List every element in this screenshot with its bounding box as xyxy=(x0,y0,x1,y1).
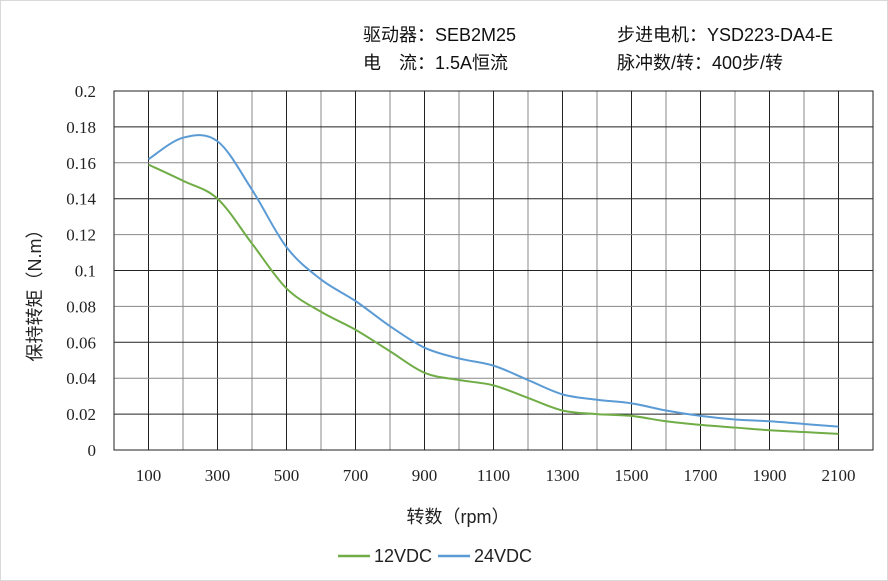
driver-label: 驱动器：SEB2M25 xyxy=(363,25,517,45)
x-tick-label: 1700 xyxy=(684,466,718,485)
y-tick-label: 0.18 xyxy=(66,118,96,137)
y-tick-label: 0.2 xyxy=(75,82,96,101)
x-tick-label: 300 xyxy=(205,466,231,485)
x-tick-label: 1500 xyxy=(615,466,649,485)
x-tick-label: 100 xyxy=(136,466,162,485)
y-tick-label: 0.14 xyxy=(66,190,96,209)
legend-label: 24VDC xyxy=(474,546,532,566)
x-tick-label: 1900 xyxy=(753,466,787,485)
y-tick-label: 0.08 xyxy=(66,297,96,316)
y-axis-label: 保持转矩（N.m） xyxy=(25,221,45,362)
x-tick-label: 1100 xyxy=(477,466,510,485)
y-tick-label: 0.1 xyxy=(75,262,96,281)
x-tick-label: 500 xyxy=(274,466,300,485)
series-line-12vdc xyxy=(148,163,839,435)
y-tick-label: 0.16 xyxy=(66,154,96,173)
plot-border xyxy=(113,90,874,451)
y-tick-label: 0 xyxy=(88,441,97,460)
x-tick-label: 900 xyxy=(412,466,438,485)
motor-label: 步进电机：YSD223-DA4-E xyxy=(617,25,834,45)
y-tick-label: 0.06 xyxy=(66,333,96,352)
x-tick-label: 2100 xyxy=(822,466,856,485)
current-label: 电 流：1.5A恒流 xyxy=(363,53,509,73)
x-tick-label: 1300 xyxy=(546,466,580,485)
series-line-24vdc xyxy=(147,134,839,428)
y-tick-label: 0.04 xyxy=(66,369,96,388)
pulses-label: 脉冲数/转：400步/转 xyxy=(617,53,784,73)
x-tick-label: 700 xyxy=(343,466,369,485)
legend-label: 12VDC xyxy=(374,546,432,566)
x-axis-label: 转数（rpm） xyxy=(407,507,510,527)
y-tick-label: 0.12 xyxy=(66,226,96,245)
y-tick-label: 0.02 xyxy=(66,405,96,424)
